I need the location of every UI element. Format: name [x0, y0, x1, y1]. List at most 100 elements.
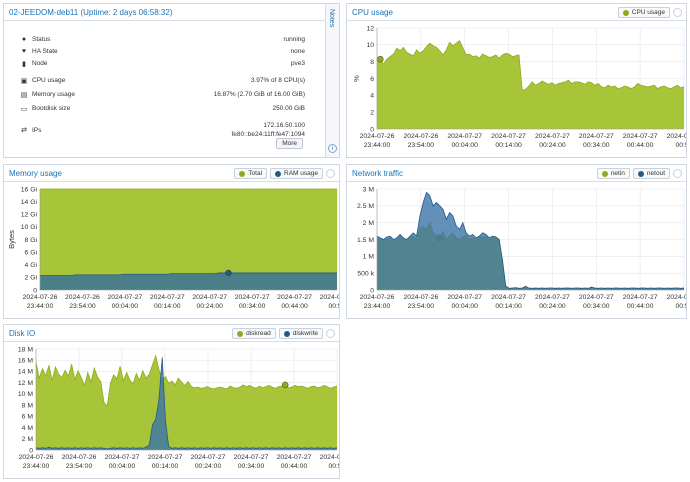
cpu-title: CPU usage [352, 7, 393, 17]
x-tick-date: 2024-07-26 [19, 454, 54, 461]
series-area-ram-usage [40, 272, 337, 290]
x-tick-time: 00:24:00 [195, 463, 222, 470]
summary-row-node: ▮ Node pve3 [20, 59, 305, 68]
reset-zoom-icon[interactable] [326, 169, 335, 178]
summary-row-value-wrap: running [283, 35, 305, 44]
legend-ram-usage[interactable]: RAM usage [270, 168, 323, 179]
summary-row-value-wrap: 250.00 GiB [272, 104, 305, 113]
cpu-legend: CPU usage [617, 7, 682, 18]
y-tick-label: 6 M [22, 414, 34, 421]
summary-row-value-wrap: 172.16.50.100 fe80::be24:11ff:fe47:1094 [232, 121, 306, 139]
building-icon: ▮ [22, 60, 26, 68]
y-tick-label: 1.5 M [357, 237, 374, 244]
legend-dot [275, 170, 282, 177]
x-tick-date: 2024-07-27 [105, 454, 140, 461]
y-tick-label: 4 [370, 93, 374, 100]
cpu-chart[interactable]: 0 2 4 6 8 10 12 2024-07-26 23:44:00 2024-07-26 23:… [347, 22, 686, 158]
y-tick-label: 0 [370, 287, 374, 294]
summary-row-value: 250.00 GiB [272, 105, 305, 112]
disk-io-chart[interactable]: 0 2 M 4 M 6 M 8 M 10 M 12 M 14 M 16 M 18 M 2024-07… [4, 343, 339, 479]
x-tick-time: 23:54:00 [66, 463, 93, 470]
disk-header: Disk IO diskread diskwrite [4, 325, 339, 342]
legend-dot [239, 170, 246, 177]
x-tick-time: 23:44:00 [27, 303, 54, 310]
summary-row-value: none [290, 48, 305, 55]
notes-bar[interactable]: Notes i [325, 4, 339, 157]
x-tick-date: 2024-07-27 [623, 294, 658, 301]
series-area-total [40, 189, 337, 290]
x-tick-time: 23:44:00 [364, 303, 391, 310]
y-tick-label: 2 [370, 109, 374, 116]
x-tick-time: 00:44:00 [281, 303, 308, 310]
y-tick-label: 4 Gi [25, 262, 38, 269]
cpu-header: CPU usage CPU usage [347, 4, 686, 21]
legend-dot [237, 330, 244, 337]
series-line-diskwrite [35, 357, 338, 450]
info-icon[interactable]: i [328, 144, 337, 153]
legend-cpu-usage[interactable]: CPU usage [617, 7, 670, 18]
y-tick-label: 10 M [18, 391, 33, 398]
summary-header: 02-JEEDOM-deb11 (Uptime: 2 days 06:58:32… [4, 4, 325, 21]
reset-zoom-icon[interactable] [673, 8, 682, 17]
y-tick-label: 500 k [357, 270, 374, 277]
memory-usage-panel: Memory usage Total RAM usage 0 2 Gi 4 Gi 6 … [3, 164, 340, 319]
summary-row-ips: ⇄ IPs 172.16.50.100 fe80::be24:11ff:fe47:10… [20, 121, 305, 139]
x-tick-date: 2024-07-27 [667, 294, 686, 301]
legend-label: diskwrite [292, 330, 318, 337]
hover-marker [281, 381, 289, 389]
y-tick-label: 16 Gi [21, 186, 38, 193]
x-tick-time: 00:34:00 [239, 303, 266, 310]
legend-label: CPU usage [631, 9, 665, 16]
x-tick-time: 00:24:00 [196, 303, 223, 310]
x-tick-date: 2024-07-27 [579, 133, 614, 140]
summary-row-label: Status [32, 36, 51, 43]
x-tick-date: 2024-07-27 [579, 294, 614, 301]
network-traffic-panel: Network traffic netin netout 0 500 k 1 M 1.… [346, 164, 687, 319]
legend-dot [283, 330, 290, 337]
x-tick-date: 2024-07-26 [23, 294, 58, 301]
memory-chart[interactable]: 0 2 Gi 4 Gi 6 Gi 8 Gi 10 Gi 12 Gi 14 Gi 16 Gi 202… [4, 183, 339, 319]
y-tick-label: 12 Gi [21, 212, 38, 219]
summary-row-key: ▤ Memory usage [20, 90, 75, 99]
legend-dot [601, 170, 608, 177]
summary-row-key: ● Status [20, 35, 51, 44]
legend-label: RAM usage [284, 170, 318, 177]
reset-zoom-icon[interactable] [326, 329, 335, 338]
cpu-icon: ▣ [20, 77, 28, 85]
summary-row-label: IPs [32, 126, 42, 134]
hdd-icon: ▭ [20, 105, 28, 113]
x-tick-date: 2024-07-27 [491, 294, 526, 301]
network-chart[interactable]: 0 500 k 1 M 1.5 M 2 M 2.5 M 3 M 2024-07-26 23:44… [347, 183, 686, 319]
y-tick-label: 8 Gi [25, 237, 38, 244]
x-tick-date: 2024-07-27 [150, 294, 185, 301]
y-tick-label: 4 M [22, 425, 34, 432]
notes-label[interactable]: Notes [328, 9, 335, 28]
network-legend: netin netout [596, 168, 682, 179]
y-tick-label: 2 Gi [25, 275, 38, 282]
x-tick-date: 2024-07-27 [447, 133, 482, 140]
legend-label: netout [646, 170, 665, 177]
summary-row-value: 16.87% (2.70 GiB of 16.00 GiB) [213, 91, 305, 98]
more-button[interactable]: More [276, 138, 303, 149]
x-tick-date: 2024-07-27 [277, 294, 312, 301]
legend-netin[interactable]: netin [596, 168, 630, 179]
x-tick-date: 2024-07-27 [235, 294, 270, 301]
legend-label: diskread [246, 330, 271, 337]
x-tick-time: 00:24:00 [539, 303, 566, 310]
x-tick-time: 00:14:00 [152, 463, 179, 470]
summary-row-value-wrap: pve3 [291, 59, 305, 68]
legend-total[interactable]: Total [234, 168, 268, 179]
legend-diskwrite[interactable]: diskwrite [278, 328, 323, 339]
heartbeat-icon: ♥ [21, 48, 27, 55]
x-tick-time: 00:04:00 [109, 463, 136, 470]
y-tick-label: 18 M [18, 346, 33, 353]
reset-zoom-icon[interactable] [673, 169, 682, 178]
memory-legend: Total RAM usage [234, 168, 335, 179]
y-tick-label: 14 Gi [21, 199, 38, 206]
x-tick-date: 2024-07-26 [360, 133, 395, 140]
legend-netout[interactable]: netout [632, 168, 670, 179]
y-tick-label: 14 M [18, 369, 33, 376]
x-tick-time: 00:44:00 [627, 303, 654, 310]
legend-diskread[interactable]: diskread [232, 328, 276, 339]
summary-title: 02-JEEDOM-deb11 (Uptime: 2 days 06:58:32… [9, 7, 173, 17]
